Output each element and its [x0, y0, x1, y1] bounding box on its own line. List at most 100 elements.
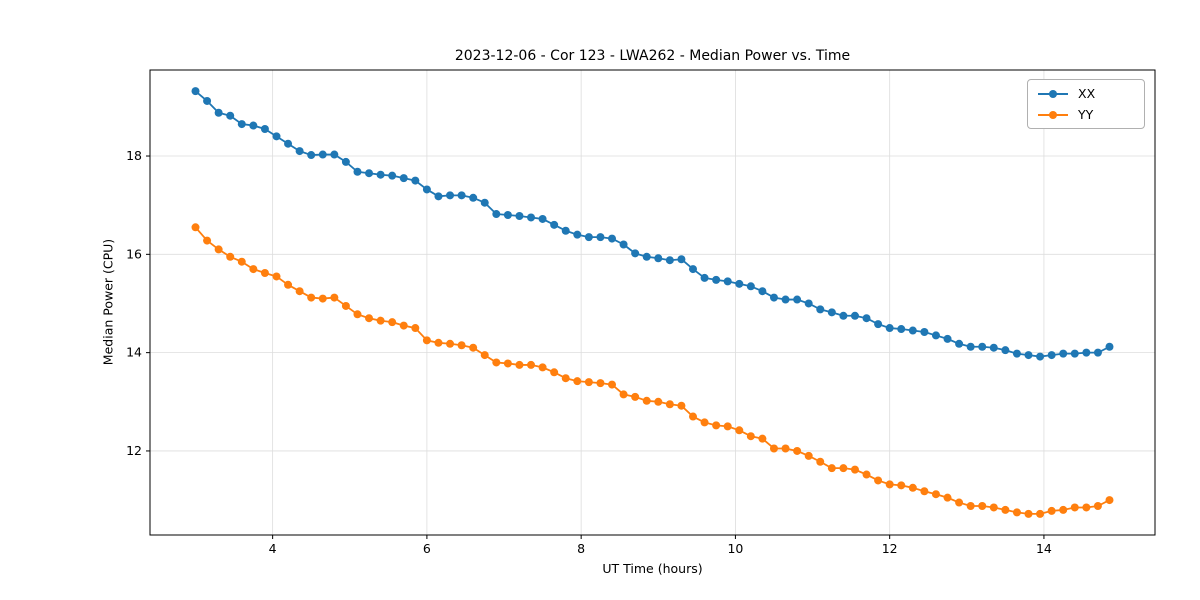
- legend-item-xx: XX: [1038, 86, 1132, 101]
- data-point-xx: [1036, 352, 1045, 361]
- data-point-yy: [561, 374, 570, 383]
- x-tick-label: 8: [577, 541, 585, 556]
- data-point-xx: [978, 342, 987, 351]
- data-point-xx: [353, 167, 362, 176]
- data-point-yy: [492, 358, 501, 367]
- data-point-yy: [503, 359, 512, 368]
- data-point-xx: [330, 150, 339, 159]
- data-point-yy: [608, 380, 617, 389]
- data-point-xx: [665, 256, 674, 265]
- data-point-xx: [966, 342, 975, 351]
- data-point-xx: [862, 314, 871, 323]
- data-point-yy: [1059, 505, 1068, 514]
- data-point-xx: [399, 174, 408, 183]
- data-point-xx: [492, 210, 501, 219]
- data-point-xx: [388, 171, 397, 180]
- data-point-yy: [307, 293, 316, 302]
- data-point-yy: [966, 501, 975, 510]
- data-point-xx: [816, 305, 825, 314]
- data-point-xx: [272, 132, 281, 141]
- data-point-xx: [931, 331, 940, 340]
- data-point-xx: [284, 139, 293, 148]
- data-point-xx: [538, 214, 547, 223]
- data-point-yy: [295, 287, 304, 296]
- y-tick-label: 12: [126, 443, 142, 458]
- data-point-yy: [573, 377, 582, 386]
- data-point-yy: [469, 343, 478, 352]
- data-point-xx: [874, 320, 883, 329]
- data-point-yy: [1093, 501, 1102, 510]
- data-point-yy: [804, 451, 813, 460]
- data-point-xx: [758, 287, 767, 296]
- data-point-yy: [203, 236, 212, 245]
- y-tick-label: 14: [126, 345, 142, 360]
- data-point-yy: [237, 257, 246, 266]
- data-point-xx: [295, 147, 304, 156]
- data-point-xx: [307, 151, 316, 160]
- data-point-xx: [561, 226, 570, 235]
- data-point-xx: [700, 273, 709, 282]
- data-point-xx: [237, 120, 246, 129]
- data-point-yy: [596, 379, 605, 388]
- data-point-xx: [434, 192, 443, 201]
- chart-title: 2023-12-06 - Cor 123 - LWA262 - Median P…: [454, 48, 851, 64]
- data-point-yy: [989, 503, 998, 512]
- data-point-xx: [596, 233, 605, 242]
- data-point-xx: [850, 311, 859, 320]
- data-point-xx: [411, 176, 420, 185]
- data-point-yy: [1105, 496, 1114, 505]
- x-tick-label: 12: [882, 541, 898, 556]
- data-point-yy: [365, 314, 374, 323]
- data-point-yy: [735, 426, 744, 435]
- data-point-yy: [920, 487, 929, 496]
- data-point-yy: [665, 400, 674, 409]
- data-point-xx: [573, 230, 582, 239]
- data-point-xx: [341, 157, 350, 166]
- data-point-xx: [1105, 342, 1114, 351]
- data-point-yy: [515, 360, 524, 369]
- data-point-xx: [249, 121, 258, 130]
- data-point-xx: [897, 325, 906, 334]
- data-point-xx: [1059, 349, 1068, 358]
- data-point-xx: [318, 150, 327, 159]
- data-point-yy: [677, 401, 686, 410]
- data-point-xx: [839, 311, 848, 320]
- data-point-xx: [1001, 346, 1010, 355]
- data-point-xx: [827, 308, 836, 317]
- data-point-yy: [226, 252, 235, 261]
- data-point-xx: [1047, 351, 1056, 360]
- data-point-xx: [1070, 349, 1079, 358]
- data-point-yy: [955, 498, 964, 507]
- data-point-yy: [874, 476, 883, 485]
- data-point-xx: [376, 170, 385, 179]
- data-point-xx: [631, 249, 640, 258]
- data-point-xx: [457, 191, 466, 200]
- data-point-yy: [642, 396, 651, 405]
- y-tick-label: 18: [126, 148, 142, 163]
- data-point-xx: [746, 282, 755, 291]
- data-point-xx: [804, 299, 813, 308]
- data-point-yy: [839, 464, 848, 473]
- data-point-yy: [746, 432, 755, 441]
- data-point-yy: [885, 480, 894, 489]
- data-point-xx: [260, 124, 269, 133]
- data-point-xx: [608, 234, 617, 243]
- data-point-yy: [538, 363, 547, 372]
- y-tick-label: 16: [126, 246, 142, 261]
- data-point-yy: [330, 293, 339, 302]
- data-point-yy: [480, 351, 489, 360]
- yy-series-marker-icon: [1038, 110, 1068, 120]
- data-point-yy: [284, 280, 293, 289]
- data-point-xx: [943, 334, 952, 343]
- x-tick-label: 14: [1036, 541, 1052, 556]
- data-point-yy: [376, 316, 385, 325]
- data-point-yy: [769, 444, 778, 453]
- series-line-yy: [194, 226, 1110, 515]
- data-point-xx: [723, 277, 732, 286]
- data-point-yy: [712, 421, 721, 430]
- data-point-yy: [758, 434, 767, 443]
- data-point-yy: [619, 390, 628, 399]
- data-point-xx: [1082, 348, 1091, 357]
